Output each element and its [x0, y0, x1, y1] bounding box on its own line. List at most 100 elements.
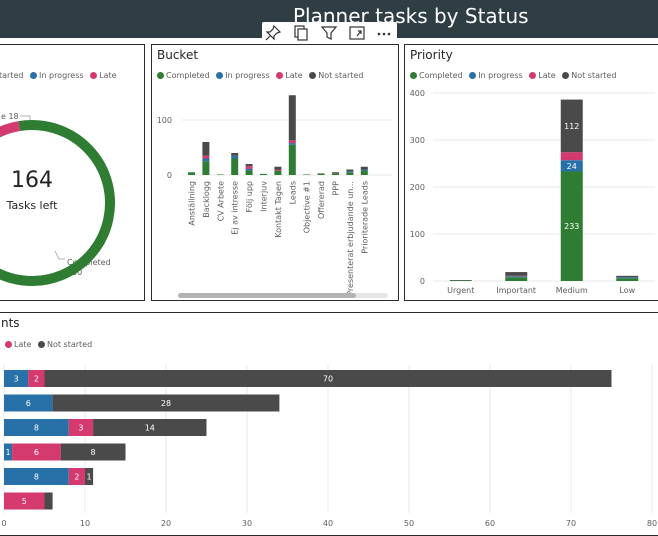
- bottom-bar-in-progress[interactable]: [4, 394, 53, 412]
- priority-data-label: 24: [567, 162, 577, 171]
- bucket-bar-kontakt-tagen-completed[interactable]: [274, 170, 282, 175]
- bottom-data-label: 8: [34, 473, 39, 482]
- bottom-bar-not-started[interactable]: [52, 394, 280, 412]
- priority-chart[interactable]: 0 100 200 300 400 Urgent Important 233 24 112 Medi…: [405, 45, 658, 300]
- bottom-bar-in-progress[interactable]: [4, 370, 29, 387]
- bucket-bar-leads-in-progress[interactable]: [288, 143, 296, 145]
- bucket-bar-prioriterade-leads-not-started[interactable]: [360, 166, 368, 170]
- priority-bar-important-not-started[interactable]: [505, 272, 528, 276]
- bucket-y-tick: 0: [167, 171, 172, 180]
- donut-center-label: Tasks left: [6, 199, 58, 212]
- priority-bar-medium-in-progress[interactable]: [560, 160, 583, 172]
- legend-item-late[interactable]: Late: [5, 340, 31, 349]
- bottom-bar-not-started[interactable]: [44, 492, 53, 510]
- bucket-bar-presenterat-erbjudande-un-not-started[interactable]: [346, 169, 354, 172]
- legend-item-not-started[interactable]: Not started: [309, 71, 363, 80]
- donut-slice-late[interactable]: [0, 121, 21, 137]
- priority-y-tick: 300: [410, 136, 425, 145]
- bucket-bar-kontakt-tagen-not-started[interactable]: [274, 166, 282, 170]
- bucket-panel[interactable]: Bucket Completed In progress Late Not st…: [151, 44, 399, 301]
- bucket-bar-offererad-not-started[interactable]: [317, 173, 325, 174]
- donut-panel[interactable]: tarted In progress Late 164 Tasks left e…: [0, 44, 145, 301]
- bucket-bar-ej-av-intresse-not-started[interactable]: [231, 153, 239, 156]
- legend-item-late[interactable]: Late: [529, 71, 556, 80]
- bucket-bar-kontakt-tagen-late[interactable]: [274, 169, 282, 171]
- donut-slice-completed[interactable]: [0, 120, 115, 286]
- bottom-bar-late[interactable]: [12, 443, 61, 461]
- bucket-bar-ej-av-intresse-completed[interactable]: [231, 158, 239, 176]
- legend-item-in-progress[interactable]: In progress: [216, 71, 270, 80]
- bucket-bar-backlogg-in-progress[interactable]: [202, 158, 210, 162]
- bottom-bar-not-started[interactable]: [93, 419, 207, 436]
- bottom-bar-in-progress[interactable]: [4, 468, 69, 485]
- bottom-bar-late[interactable]: [68, 468, 85, 485]
- bottom-x-tick: 10: [80, 519, 90, 528]
- bucket-bar-leads-late[interactable]: [288, 140, 296, 144]
- bottom-x-tick: 30: [242, 519, 252, 528]
- bucket-bar-ppp-completed[interactable]: [332, 173, 339, 175]
- legend-item-not-started[interactable]: tarted: [0, 71, 24, 80]
- bucket-x-tick: Presenterat erbjudande un...: [346, 181, 355, 296]
- donut-center-value: 164: [11, 168, 53, 193]
- bottom-bar-not-started[interactable]: [60, 443, 126, 461]
- legend-item-in-progress[interactable]: In progress: [30, 71, 84, 80]
- bucket-bar-leads-not-started[interactable]: [288, 95, 296, 141]
- priority-panel[interactable]: Priority Completed In progress Late Not …: [404, 44, 658, 301]
- bottom-bar-not-started[interactable]: [85, 468, 94, 485]
- legend-item-not-started[interactable]: Not started: [37, 340, 92, 349]
- legend-item-completed[interactable]: Completed: [410, 71, 463, 80]
- priority-bar-medium-late[interactable]: [560, 152, 583, 161]
- bucket-bar-anst-llning-completed[interactable]: [188, 172, 195, 175]
- bottom-bar-late[interactable]: [28, 370, 45, 387]
- bucket-bar-f-lj-upp-late[interactable]: [245, 166, 253, 169]
- bucket-bar-backlogg-completed[interactable]: [202, 161, 210, 175]
- bucket-bar-backlogg-late[interactable]: [202, 155, 210, 159]
- bucket-scrollbar-thumb[interactable]: [178, 293, 356, 298]
- bottom-bar-in-progress[interactable]: [4, 443, 13, 461]
- priority-bar-important-completed[interactable]: [505, 277, 528, 281]
- bucket-bar-f-lj-upp-completed[interactable]: [245, 170, 253, 175]
- donut-chart[interactable]: 164 Tasks left e 18 Completed 250: [0, 45, 144, 300]
- bottom-bar-late[interactable]: [68, 419, 94, 436]
- priority-bar-low-completed[interactable]: [616, 278, 639, 281]
- bucket-chart[interactable]: 0 100 Anställning Backlogg CV Arbete Ej av in…: [152, 45, 398, 300]
- bucket-bar-objective-1-completed[interactable]: [303, 174, 311, 175]
- bucket-bar-presenterat-erbjudande-un-completed[interactable]: [346, 172, 354, 175]
- bucket-bar-presenterat-erbjudande-un-in-progress[interactable]: [346, 171, 354, 173]
- legend-item-completed[interactable]: Completed: [157, 71, 210, 80]
- pin-icon[interactable]: [264, 24, 282, 42]
- bottom-panel[interactable]: nts Late Not started 0 10 20 30 40 50 60 70 80 3 2…: [0, 312, 658, 536]
- priority-bar-low-not-started[interactable]: [616, 275, 639, 278]
- bucket-x-tick: PPP: [332, 181, 341, 196]
- filter-icon[interactable]: [320, 24, 338, 42]
- priority-bar-medium-not-started[interactable]: [560, 99, 583, 153]
- bottom-bar-late[interactable]: [4, 492, 45, 510]
- bottom-bar-not-started[interactable]: [44, 370, 612, 387]
- bucket-bar-f-lj-upp-in-progress[interactable]: [245, 168, 253, 171]
- priority-y-tick: 0: [420, 277, 425, 286]
- bottom-bar-in-progress[interactable]: [4, 419, 69, 436]
- priority-x-tick: Urgent: [447, 286, 474, 295]
- copy-icon[interactable]: [292, 24, 310, 42]
- legend-item-late[interactable]: Late: [276, 71, 303, 80]
- bucket-bar-ej-av-intresse-in-progress[interactable]: [231, 155, 239, 159]
- bottom-chart[interactable]: 0 10 20 30 40 50 60 70 803 2 706 288 3 141 6 88 2 15: [0, 313, 658, 535]
- bucket-bar-leads-completed[interactable]: [288, 144, 296, 175]
- priority-bar-important-in-progress[interactable]: [505, 276, 528, 278]
- more-options-icon[interactable]: [375, 24, 393, 42]
- bucket-bar-offererad-completed[interactable]: [317, 173, 325, 175]
- priority-bar-low-in-progress[interactable]: [616, 277, 639, 279]
- bucket-bar-cv-arbete-completed[interactable]: [216, 174, 224, 175]
- focus-mode-icon[interactable]: [348, 24, 366, 42]
- bucket-bar-prioriterade-leads-completed[interactable]: [360, 170, 368, 175]
- legend-item-not-started[interactable]: Not started: [562, 71, 616, 80]
- legend-item-late[interactable]: Late: [90, 71, 117, 80]
- bucket-bar-interjuv-completed[interactable]: [260, 173, 267, 175]
- bucket-bar-prioriterade-leads-in-progress[interactable]: [360, 169, 368, 171]
- bucket-bar-backlogg-not-started[interactable]: [202, 142, 210, 156]
- priority-bar-medium-completed[interactable]: [560, 171, 583, 281]
- bucket-bar-ppp-not-started[interactable]: [332, 172, 339, 174]
- bucket-bar-f-lj-upp-not-started[interactable]: [245, 164, 253, 167]
- bottom-x-tick: 80: [647, 519, 657, 528]
- legend-item-in-progress[interactable]: In progress: [469, 71, 523, 80]
